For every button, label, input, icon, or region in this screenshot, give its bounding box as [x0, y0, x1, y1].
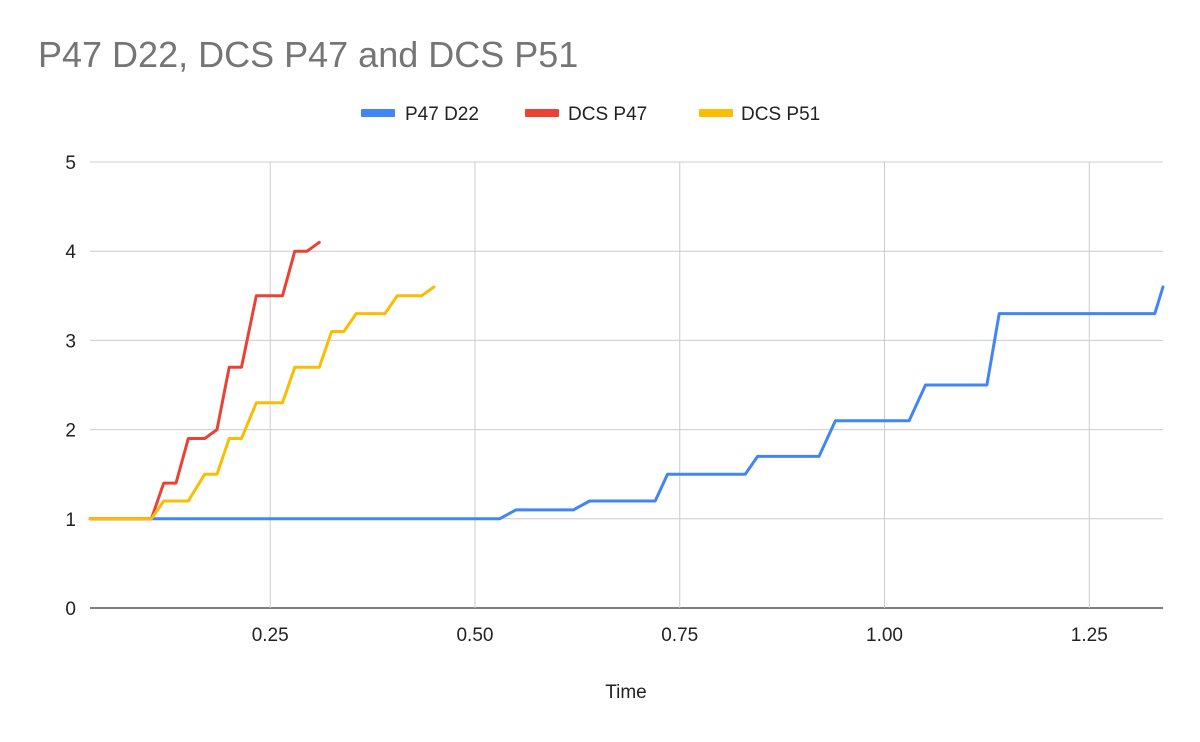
- x-axis-title: Time: [605, 682, 647, 703]
- legend-label: DCS P51: [741, 104, 820, 125]
- legend: P47 D22 DCS P47 DCS P51: [361, 104, 820, 125]
- chart-title: P47 D22, DCS P47 and DCS P51: [38, 34, 579, 75]
- y-tick-label: 1: [65, 510, 76, 531]
- series-line-2: [88, 240, 321, 521]
- series-line-3: [88, 285, 436, 521]
- y-tick-label: 2: [65, 421, 76, 442]
- y-tick-label: 5: [65, 153, 76, 174]
- legend-swatch: [699, 109, 733, 117]
- gridlines: [90, 161, 1163, 609]
- legend-swatch: [361, 109, 395, 117]
- y-axis-tick-labels: 0 1 2 3 4 5: [65, 153, 76, 620]
- x-tick-label: 0.50: [456, 625, 493, 646]
- y-tick-label: 0: [65, 599, 76, 620]
- x-tick-label: 1.25: [1071, 625, 1108, 646]
- legend-swatch: [525, 109, 559, 117]
- x-axis-tick-labels: 0.25 0.50 0.75 1.00 1.25: [252, 625, 1108, 646]
- legend-label: DCS P47: [568, 104, 647, 125]
- y-tick-label: 3: [65, 331, 76, 352]
- x-tick-label: 1.00: [866, 625, 903, 646]
- y-tick-label: 4: [65, 242, 76, 263]
- x-tick-label: 0.25: [252, 625, 289, 646]
- legend-label: P47 D22: [405, 104, 479, 125]
- series-line-1: [88, 285, 1165, 521]
- series-lines: [88, 240, 1165, 521]
- x-tick-label: 0.75: [661, 625, 698, 646]
